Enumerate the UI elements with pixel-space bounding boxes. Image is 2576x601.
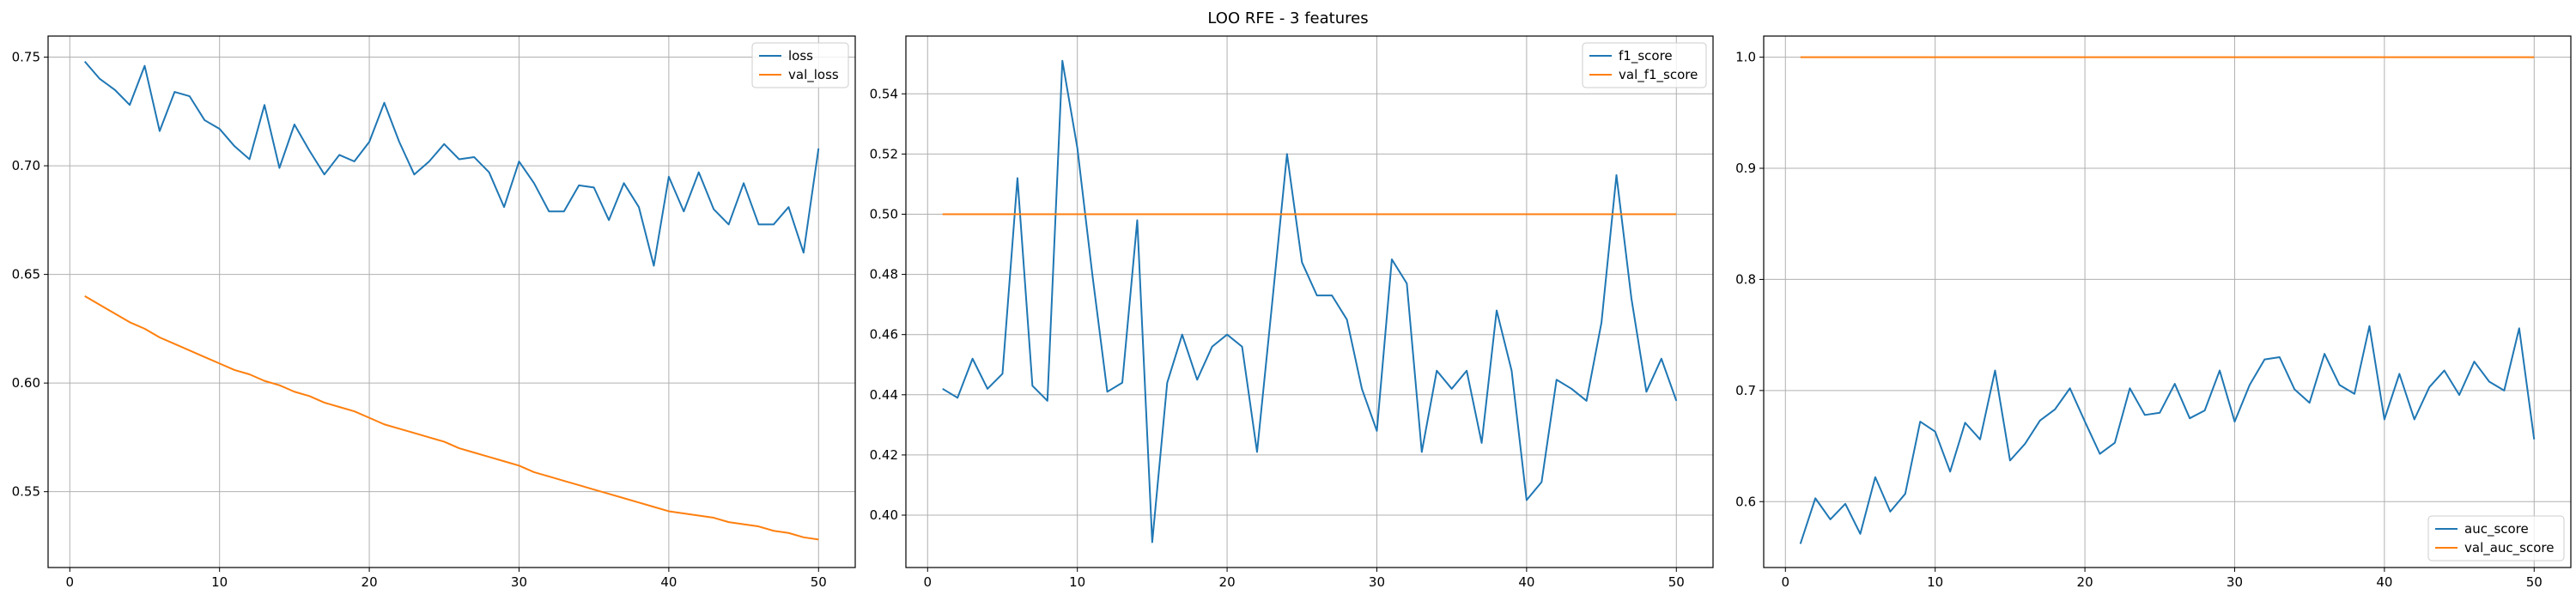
- loss-y-tick-label: 0.75: [12, 50, 40, 65]
- loss-x-tick-label: 20: [361, 574, 378, 590]
- f1-x-tick-label: 10: [1069, 574, 1085, 590]
- loss-x-tick-label: 0: [66, 574, 75, 590]
- auc-y-tick-label: 1.0: [1735, 50, 1756, 65]
- auc-x-tick-label: 50: [2526, 574, 2543, 590]
- auc-score-legend-label: auc_score: [2464, 521, 2529, 537]
- f1-x-tick-label: 50: [1668, 574, 1685, 590]
- loss-y-tick-label: 0.55: [12, 484, 40, 500]
- loss-legend: loss val_loss: [751, 42, 849, 88]
- loss-line: [83, 60, 820, 267]
- auc-x-tick-label: 30: [2227, 574, 2243, 590]
- loss-plot-panel: 0 10 20 30 40 50 0.55 0.60 0.65 0.70 0.75 loss val_l…: [12, 35, 856, 590]
- f1-y-tick-label: 0.50: [870, 207, 898, 222]
- f1-legend: f1_score val_f1_score: [1582, 42, 1707, 88]
- val-loss-legend-label: val_loss: [788, 67, 839, 83]
- loss-x-tick-label: 10: [211, 574, 228, 590]
- auc-legend: auc_score val_auc_score: [2427, 515, 2565, 562]
- f1-y-tick-label: 0.44: [870, 387, 898, 403]
- loss-y-tick-label: 0.60: [12, 375, 40, 391]
- auc-score-line: [1799, 325, 2536, 544]
- f1-score-legend-label: f1_score: [1619, 48, 1673, 64]
- val-loss-line: [84, 295, 819, 541]
- loss-x-tick-label: 40: [660, 574, 677, 590]
- f1-score-line: [942, 59, 1678, 543]
- f1-score-plot-panel: 0 10 20 30 40 50 0.40 0.42 0.44 0.46 0.48 0.50 0.52 0…: [870, 35, 1714, 590]
- auc-y-tick-label: 0.6: [1735, 494, 1756, 509]
- loss-legend-box: [751, 42, 849, 88]
- f1-plot-area: [906, 36, 1713, 568]
- loss-legend-label: loss: [788, 48, 813, 64]
- val-f1-score-legend-label: val_f1_score: [1619, 67, 1698, 83]
- auc-legend-box: [2427, 515, 2565, 562]
- f1-y-tick-label: 0.46: [870, 327, 898, 343]
- f1-x-tick-label: 0: [924, 574, 933, 590]
- auc-y-tick-label: 0.7: [1735, 383, 1756, 398]
- figure-title: LOO RFE - 3 features: [1207, 9, 1368, 27]
- auc-x-tick-label: 10: [1927, 574, 1943, 590]
- f1-x-tick-label: 40: [1518, 574, 1534, 590]
- auc-y-tick-label: 0.9: [1735, 161, 1756, 176]
- loss-y-tick-label: 0.65: [12, 267, 40, 282]
- val-auc-score-legend-label: val_auc_score: [2464, 540, 2555, 556]
- f1-y-tick-label: 0.54: [870, 86, 898, 101]
- auc-x-tick-label: 0: [1782, 574, 1790, 590]
- f1-axes-frame: [905, 35, 1714, 568]
- f1-y-tick-label: 0.40: [870, 507, 898, 523]
- loss-x-tick-label: 30: [511, 574, 527, 590]
- loss-x-tick-label: 50: [811, 574, 827, 590]
- f1-x-tick-label: 20: [1219, 574, 1236, 590]
- f1-legend-box: [1582, 42, 1707, 88]
- auc-x-tick-label: 40: [2376, 574, 2392, 590]
- auc-x-tick-label: 20: [2077, 574, 2093, 590]
- f1-y-tick-label: 0.52: [870, 146, 898, 161]
- auc-y-tick-label: 0.8: [1735, 271, 1756, 287]
- loss-axes-frame: [47, 35, 856, 568]
- auc-axes-frame: [1763, 35, 2572, 568]
- auc-plot-area: [1764, 36, 2571, 568]
- f1-y-tick-label: 0.48: [870, 267, 898, 282]
- auc-score-plot-panel: 0 10 20 30 40 50 0.6 0.7 0.8 0.9 1.0 auc_score val_a…: [1735, 35, 2572, 590]
- loss-y-tick-label: 0.70: [12, 158, 40, 173]
- f1-x-tick-label: 30: [1369, 574, 1385, 590]
- loss-plot-area: [48, 36, 855, 568]
- f1-y-tick-label: 0.42: [870, 447, 898, 463]
